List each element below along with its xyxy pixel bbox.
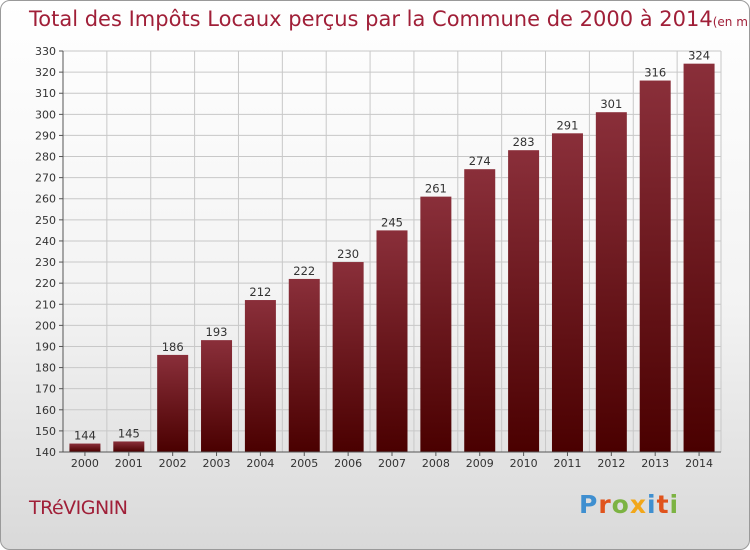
bar-2014 <box>683 63 715 453</box>
value-label: 145 <box>118 426 140 440</box>
logo-letter: r <box>598 490 612 519</box>
y-tick-label: 260 <box>35 193 56 206</box>
logo-letter: o <box>611 490 630 519</box>
chart-title-text: Total des Impôts Locaux perçus par la Co… <box>29 7 713 31</box>
value-label: 274 <box>469 154 491 168</box>
logo-letter: i <box>647 490 657 519</box>
x-tick-label: 2000 <box>71 457 99 470</box>
y-tick-label: 320 <box>35 66 56 79</box>
y-tick-label: 300 <box>35 108 56 121</box>
bar-2005 <box>288 278 320 452</box>
y-tick-label: 230 <box>35 256 56 269</box>
x-tick-label: 2002 <box>159 457 187 470</box>
bar-2004 <box>244 300 276 452</box>
y-tick-label: 180 <box>35 362 56 375</box>
y-tick-label: 210 <box>35 298 56 311</box>
y-tick-label: 200 <box>35 319 56 332</box>
proxiti-logo[interactable]: Proxiti <box>579 490 679 519</box>
axis-layer: 140 150 160 170 180 190 200 210 220 230 240 250 260 2… <box>35 45 721 470</box>
y-tick-label: 330 <box>35 45 56 58</box>
bar-2008 <box>420 196 452 452</box>
bar-2006 <box>332 262 364 452</box>
value-label: 222 <box>293 264 315 278</box>
x-tick-label: 2003 <box>203 457 231 470</box>
x-tick-label: 2013 <box>641 457 669 470</box>
x-tick-label: 2001 <box>115 457 143 470</box>
chart-unit-text: (en milliers d'€) <box>712 15 750 29</box>
bar-2009 <box>464 169 496 453</box>
x-tick-label: 2007 <box>378 457 406 470</box>
value-label: 212 <box>249 285 271 299</box>
y-tick-label: 150 <box>35 425 56 438</box>
value-label: 245 <box>381 215 403 229</box>
x-tick-label: 2004 <box>246 457 274 470</box>
y-tick-label: 220 <box>35 277 56 290</box>
y-tick-label: 280 <box>35 151 56 164</box>
chart-title: Total des Impôts Locaux perçus par la Co… <box>29 7 750 31</box>
x-tick-label: 2010 <box>510 457 538 470</box>
bar-2010 <box>508 150 540 452</box>
bar-2000 <box>69 443 101 452</box>
value-label: 316 <box>644 66 666 80</box>
bar-2013 <box>639 80 671 453</box>
bar-2007 <box>376 230 408 452</box>
x-tick-label: 2011 <box>553 457 581 470</box>
bar-2012 <box>595 112 627 452</box>
value-label: 324 <box>688 49 710 63</box>
y-tick-label: 270 <box>35 172 56 185</box>
value-label: 291 <box>556 118 578 132</box>
bar-2001 <box>113 441 145 452</box>
x-tick-label: 2009 <box>466 457 494 470</box>
y-tick-label: 310 <box>35 87 56 100</box>
x-tick-label: 2008 <box>422 457 450 470</box>
commune-name: TRéVIGNIN <box>29 497 128 519</box>
logo-letter: x <box>629 490 647 519</box>
value-label: 283 <box>513 135 535 149</box>
logo-letter: i <box>669 490 680 519</box>
value-label: 186 <box>162 340 184 354</box>
value-label: 193 <box>206 325 228 339</box>
y-tick-label: 160 <box>35 404 56 417</box>
x-tick-label: 2012 <box>597 457 625 470</box>
value-label: 144 <box>74 429 96 443</box>
bar-2011 <box>551 133 583 452</box>
bar-layer: 144 145 186 193 212 222 230 245 261 274 283 291 301 3… <box>69 49 715 453</box>
value-label: 261 <box>425 182 447 196</box>
value-label: 230 <box>337 247 359 261</box>
y-tick-label: 190 <box>35 340 56 353</box>
logo-letter: P <box>579 490 599 519</box>
x-tick-label: 2005 <box>290 457 318 470</box>
y-tick-label: 140 <box>35 446 56 459</box>
x-tick-label: 2006 <box>334 457 362 470</box>
y-tick-label: 250 <box>35 214 56 227</box>
y-tick-label: 240 <box>35 235 56 248</box>
bar-2002 <box>157 354 189 452</box>
logo-letter: t <box>656 490 670 519</box>
value-label: 301 <box>600 97 622 111</box>
y-tick-label: 170 <box>35 383 56 396</box>
y-tick-label: 290 <box>35 129 56 142</box>
x-tick-label: 2014 <box>685 457 713 470</box>
bar-2003 <box>201 340 233 452</box>
